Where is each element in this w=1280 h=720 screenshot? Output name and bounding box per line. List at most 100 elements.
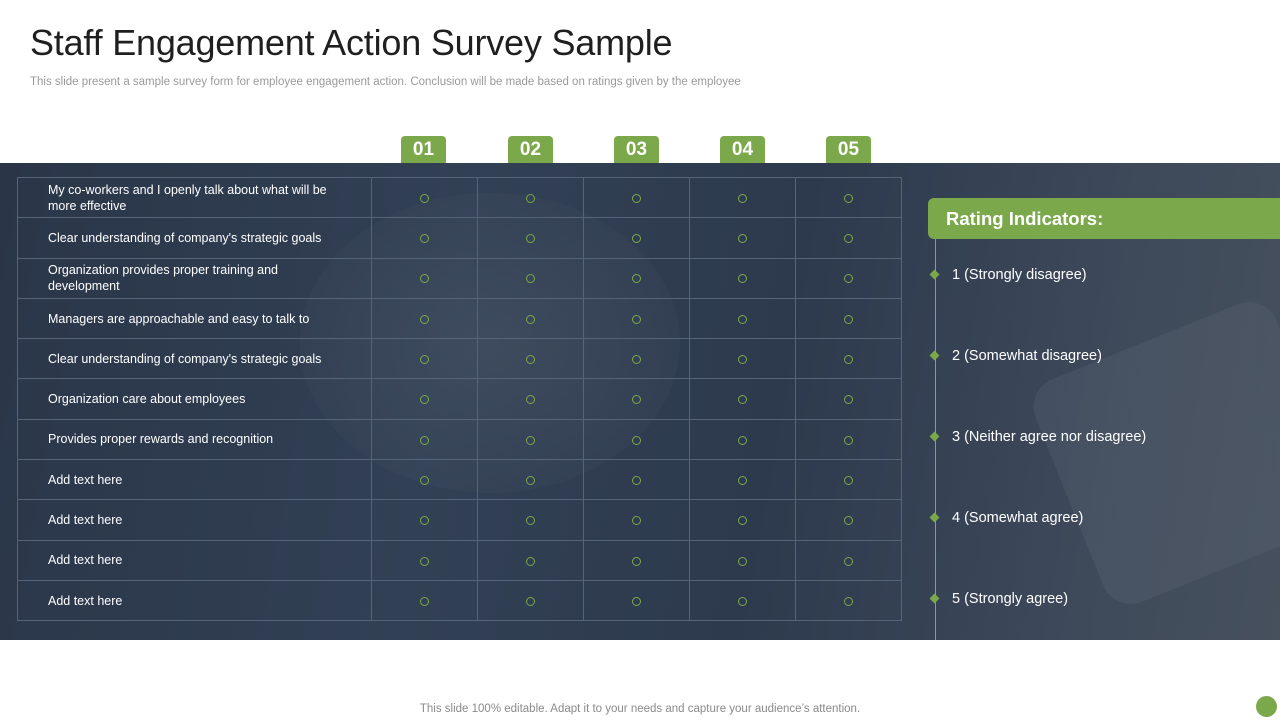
radio-circle-icon[interactable] (738, 274, 747, 284)
table-row: Clear understanding of company's strateg… (17, 338, 902, 380)
radio-circle-icon[interactable] (420, 395, 429, 405)
radio-circle-icon[interactable] (632, 355, 641, 365)
radio-circle-icon[interactable] (632, 274, 641, 284)
diamond-bullet-icon (929, 269, 940, 280)
page-subtitle: This slide present a sample survey form … (30, 76, 741, 88)
radio-circle-icon[interactable] (632, 193, 641, 203)
radio-circle-icon[interactable] (844, 395, 853, 405)
rating-cell-01 (371, 539, 478, 581)
rating-cell-05 (795, 459, 902, 501)
radio-circle-icon[interactable] (738, 193, 747, 203)
question-cell: My co-workers and I openly talk about wh… (17, 176, 372, 219)
rating-cell-05 (795, 297, 902, 340)
rating-cell-01 (371, 338, 478, 380)
radio-circle-icon[interactable] (420, 314, 429, 324)
radio-circle-icon[interactable] (420, 475, 429, 485)
radio-circle-icon[interactable] (844, 556, 853, 566)
radio-circle-icon[interactable] (420, 234, 429, 244)
radio-circle-icon[interactable] (526, 314, 535, 324)
radio-circle-icon[interactable] (632, 395, 641, 405)
footer-note: This slide 100% editable. Adapt it to yo… (419, 703, 861, 715)
radio-circle-icon[interactable] (844, 475, 853, 485)
radio-circle-icon[interactable] (526, 475, 535, 485)
column-header-01: 01 (401, 136, 446, 163)
radio-circle-icon[interactable] (844, 596, 853, 606)
radio-circle-icon[interactable] (738, 355, 747, 365)
rating-cell-04 (689, 499, 796, 541)
radio-circle-icon[interactable] (420, 516, 429, 526)
rating-cell-02 (477, 176, 584, 219)
diamond-bullet-icon (929, 350, 940, 361)
rating-cell-04 (689, 579, 796, 622)
radio-circle-icon[interactable] (526, 395, 535, 405)
radio-circle-icon[interactable] (526, 556, 535, 566)
radio-circle-icon[interactable] (738, 234, 747, 244)
rating-cell-03 (583, 539, 690, 581)
rating-indicator-item: 1 (Strongly disagree) (929, 267, 1087, 283)
rating-cell-02 (477, 459, 584, 501)
radio-circle-icon[interactable] (632, 234, 641, 244)
radio-circle-icon[interactable] (420, 355, 429, 365)
rating-cell-04 (689, 176, 796, 219)
rating-cell-03 (583, 217, 690, 259)
table-row: My co-workers and I openly talk about wh… (17, 176, 902, 219)
rating-cell-04 (689, 257, 796, 299)
rating-cell-01 (371, 579, 478, 622)
radio-circle-icon[interactable] (420, 435, 429, 445)
radio-circle-icon[interactable] (738, 596, 747, 606)
radio-circle-icon[interactable] (526, 193, 535, 203)
radio-circle-icon[interactable] (738, 556, 747, 566)
radio-circle-icon[interactable] (844, 193, 853, 203)
radio-circle-icon[interactable] (738, 314, 747, 324)
rating-cell-01 (371, 378, 478, 420)
radio-circle-icon[interactable] (844, 314, 853, 324)
rating-indicators-header: Rating Indicators: (928, 198, 1280, 239)
table-row: Add text here (17, 579, 902, 622)
radio-circle-icon[interactable] (738, 475, 747, 485)
radio-circle-icon[interactable] (526, 274, 535, 284)
rating-cell-03 (583, 499, 690, 541)
radio-circle-icon[interactable] (632, 435, 641, 445)
rating-cell-04 (689, 459, 796, 501)
radio-circle-icon[interactable] (844, 274, 853, 284)
radio-circle-icon[interactable] (632, 556, 641, 566)
rating-cell-05 (795, 176, 902, 219)
radio-circle-icon[interactable] (632, 596, 641, 606)
radio-circle-icon[interactable] (844, 234, 853, 244)
radio-circle-icon[interactable] (526, 234, 535, 244)
radio-circle-icon[interactable] (738, 516, 747, 526)
radio-circle-icon[interactable] (632, 314, 641, 324)
rating-cell-01 (371, 257, 478, 299)
rating-cell-02 (477, 257, 584, 299)
radio-circle-icon[interactable] (420, 274, 429, 284)
table-row: Add text here (17, 499, 902, 541)
rating-cell-04 (689, 378, 796, 420)
rating-cell-04 (689, 217, 796, 259)
radio-circle-icon[interactable] (844, 355, 853, 365)
survey-table: My co-workers and I openly talk about wh… (17, 176, 902, 622)
radio-circle-icon[interactable] (420, 596, 429, 606)
rating-indicator-item: 2 (Somewhat disagree) (929, 348, 1102, 364)
radio-circle-icon[interactable] (738, 395, 747, 405)
radio-circle-icon[interactable] (420, 193, 429, 203)
radio-circle-icon[interactable] (844, 435, 853, 445)
radio-circle-icon[interactable] (526, 596, 535, 606)
question-cell: Organization care about employees (17, 378, 372, 420)
table-row: Clear understanding of company's strateg… (17, 217, 902, 259)
radio-circle-icon[interactable] (526, 355, 535, 365)
radio-circle-icon[interactable] (738, 435, 747, 445)
rating-cell-04 (689, 418, 796, 461)
background-right-shade (930, 163, 1280, 640)
table-row: Managers are approachable and easy to ta… (17, 297, 902, 340)
rating-cell-05 (795, 378, 902, 420)
radio-circle-icon[interactable] (632, 475, 641, 485)
rating-cell-05 (795, 418, 902, 461)
table-row: Organization provides proper training an… (17, 257, 902, 299)
radio-circle-icon[interactable] (526, 516, 535, 526)
radio-circle-icon[interactable] (632, 516, 641, 526)
question-cell: Clear understanding of company's strateg… (17, 338, 372, 380)
radio-circle-icon[interactable] (526, 435, 535, 445)
rating-cell-02 (477, 338, 584, 380)
radio-circle-icon[interactable] (844, 516, 853, 526)
radio-circle-icon[interactable] (420, 556, 429, 566)
